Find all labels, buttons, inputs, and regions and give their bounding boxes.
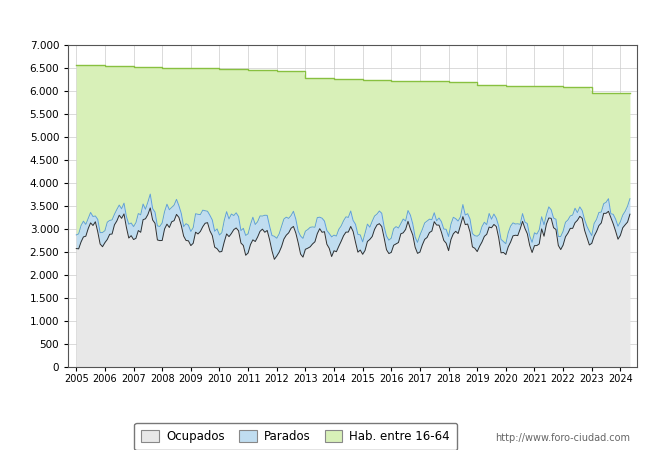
Text: A Pobra do Caramiñal - Evolucion de la poblacion en edad de Trabajar Mayo de 202: A Pobra do Caramiñal - Evolucion de la p…	[46, 13, 605, 26]
Legend: Ocupados, Parados, Hab. entre 16-64: Ocupados, Parados, Hab. entre 16-64	[135, 423, 457, 450]
Text: http://www.foro-ciudad.com: http://www.foro-ciudad.com	[495, 433, 630, 443]
